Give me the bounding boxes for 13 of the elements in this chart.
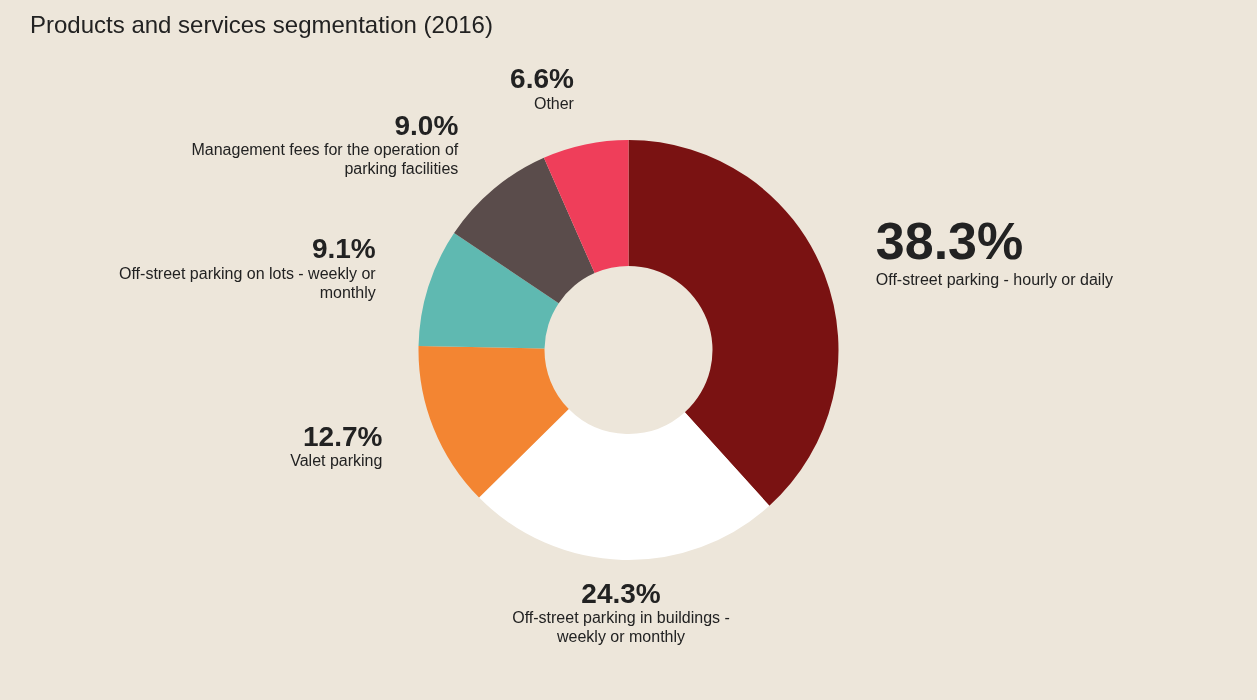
- data-label: 12.7%: [303, 420, 383, 452]
- slice-label: Off-street parking - hourly or daily: [875, 270, 1113, 288]
- data-label: 38.3%: [875, 211, 1024, 270]
- slice-label: Other: [533, 94, 575, 112]
- data-label: 6.6%: [510, 62, 575, 94]
- chart-title: Products and services segmentation (2016): [30, 10, 493, 38]
- data-label: 24.3%: [581, 577, 661, 609]
- data-label: 9.1%: [311, 233, 376, 265]
- slice-label: Off-street parking on lots - weekly or monthly: [119, 264, 377, 301]
- slice-label: Management fees for the operation of parking facilities: [191, 141, 459, 178]
- data-label: 9.0%: [394, 109, 459, 141]
- slice-label: Off-street parking in buildings - weekly or monthly: [512, 609, 730, 646]
- slice-label: Valet parking: [290, 452, 383, 470]
